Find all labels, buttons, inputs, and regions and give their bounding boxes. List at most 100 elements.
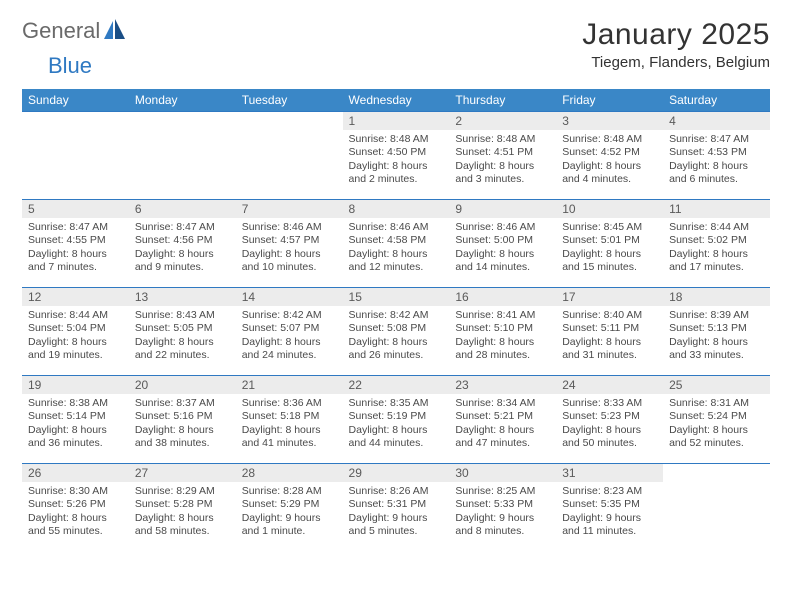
day-number: 27 bbox=[129, 464, 236, 482]
calendar-day-cell: 29Sunrise: 8:26 AMSunset: 5:31 PMDayligh… bbox=[343, 464, 450, 552]
day-daylight: Daylight: 8 hours and 47 minutes. bbox=[455, 424, 550, 451]
calendar-day-cell bbox=[22, 112, 129, 200]
day-sunrise: Sunrise: 8:35 AM bbox=[349, 397, 444, 410]
day-sunrise: Sunrise: 8:44 AM bbox=[669, 221, 764, 234]
day-daylight: Daylight: 8 hours and 28 minutes. bbox=[455, 336, 550, 363]
day-body: Sunrise: 8:44 AMSunset: 5:02 PMDaylight:… bbox=[663, 218, 770, 279]
logo-text-blue: Blue bbox=[48, 53, 92, 78]
day-daylight: Daylight: 8 hours and 58 minutes. bbox=[135, 512, 230, 539]
day-number: 5 bbox=[22, 200, 129, 218]
day-sunset: Sunset: 4:56 PM bbox=[135, 234, 230, 247]
day-body: Sunrise: 8:34 AMSunset: 5:21 PMDaylight:… bbox=[449, 394, 556, 455]
day-daylight: Daylight: 9 hours and 5 minutes. bbox=[349, 512, 444, 539]
day-body: Sunrise: 8:47 AMSunset: 4:55 PMDaylight:… bbox=[22, 218, 129, 279]
month-title: January 2025 bbox=[582, 18, 770, 52]
day-daylight: Daylight: 8 hours and 22 minutes. bbox=[135, 336, 230, 363]
day-sunset: Sunset: 5:04 PM bbox=[28, 322, 123, 335]
day-body: Sunrise: 8:29 AMSunset: 5:28 PMDaylight:… bbox=[129, 482, 236, 543]
day-sunset: Sunset: 5:07 PM bbox=[242, 322, 337, 335]
day-sunrise: Sunrise: 8:48 AM bbox=[455, 133, 550, 146]
calendar-week-row: 26Sunrise: 8:30 AMSunset: 5:26 PMDayligh… bbox=[22, 464, 770, 552]
day-sunset: Sunset: 5:14 PM bbox=[28, 410, 123, 423]
day-sunset: Sunset: 5:10 PM bbox=[455, 322, 550, 335]
day-sunrise: Sunrise: 8:47 AM bbox=[135, 221, 230, 234]
calendar-day-cell: 28Sunrise: 8:28 AMSunset: 5:29 PMDayligh… bbox=[236, 464, 343, 552]
day-sunrise: Sunrise: 8:38 AM bbox=[28, 397, 123, 410]
day-number: 9 bbox=[449, 200, 556, 218]
calendar-header-row: SundayMondayTuesdayWednesdayThursdayFrid… bbox=[22, 89, 770, 112]
day-number: 14 bbox=[236, 288, 343, 306]
calendar-day-cell: 1Sunrise: 8:48 AMSunset: 4:50 PMDaylight… bbox=[343, 112, 450, 200]
calendar-day-cell: 31Sunrise: 8:23 AMSunset: 5:35 PMDayligh… bbox=[556, 464, 663, 552]
calendar-table: SundayMondayTuesdayWednesdayThursdayFrid… bbox=[22, 89, 770, 552]
day-sunrise: Sunrise: 8:33 AM bbox=[562, 397, 657, 410]
day-number: 1 bbox=[343, 112, 450, 130]
calendar-day-cell: 15Sunrise: 8:42 AMSunset: 5:08 PMDayligh… bbox=[343, 288, 450, 376]
day-body: Sunrise: 8:46 AMSunset: 5:00 PMDaylight:… bbox=[449, 218, 556, 279]
day-sunset: Sunset: 5:28 PM bbox=[135, 498, 230, 511]
day-daylight: Daylight: 8 hours and 31 minutes. bbox=[562, 336, 657, 363]
day-body: Sunrise: 8:43 AMSunset: 5:05 PMDaylight:… bbox=[129, 306, 236, 367]
day-number: 10 bbox=[556, 200, 663, 218]
weekday-header: Saturday bbox=[663, 89, 770, 112]
calendar-day-cell: 25Sunrise: 8:31 AMSunset: 5:24 PMDayligh… bbox=[663, 376, 770, 464]
day-body: Sunrise: 8:46 AMSunset: 4:58 PMDaylight:… bbox=[343, 218, 450, 279]
logo-sail-icon bbox=[104, 19, 126, 44]
day-sunrise: Sunrise: 8:48 AM bbox=[562, 133, 657, 146]
weekday-header: Monday bbox=[129, 89, 236, 112]
day-daylight: Daylight: 8 hours and 44 minutes. bbox=[349, 424, 444, 451]
calendar-day-cell: 26Sunrise: 8:30 AMSunset: 5:26 PMDayligh… bbox=[22, 464, 129, 552]
day-sunrise: Sunrise: 8:26 AM bbox=[349, 485, 444, 498]
day-number: 24 bbox=[556, 376, 663, 394]
day-body: Sunrise: 8:45 AMSunset: 5:01 PMDaylight:… bbox=[556, 218, 663, 279]
day-body: Sunrise: 8:41 AMSunset: 5:10 PMDaylight:… bbox=[449, 306, 556, 367]
day-daylight: Daylight: 8 hours and 3 minutes. bbox=[455, 160, 550, 187]
day-sunset: Sunset: 5:19 PM bbox=[349, 410, 444, 423]
day-number: 21 bbox=[236, 376, 343, 394]
day-body: Sunrise: 8:42 AMSunset: 5:08 PMDaylight:… bbox=[343, 306, 450, 367]
calendar-week-row: 1Sunrise: 8:48 AMSunset: 4:50 PMDaylight… bbox=[22, 112, 770, 200]
day-number: 29 bbox=[343, 464, 450, 482]
calendar-day-cell: 13Sunrise: 8:43 AMSunset: 5:05 PMDayligh… bbox=[129, 288, 236, 376]
day-body: Sunrise: 8:23 AMSunset: 5:35 PMDaylight:… bbox=[556, 482, 663, 543]
day-daylight: Daylight: 8 hours and 12 minutes. bbox=[349, 248, 444, 275]
day-daylight: Daylight: 8 hours and 52 minutes. bbox=[669, 424, 764, 451]
day-sunset: Sunset: 5:24 PM bbox=[669, 410, 764, 423]
day-number: 12 bbox=[22, 288, 129, 306]
weekday-header: Sunday bbox=[22, 89, 129, 112]
day-body: Sunrise: 8:44 AMSunset: 5:04 PMDaylight:… bbox=[22, 306, 129, 367]
day-daylight: Daylight: 8 hours and 14 minutes. bbox=[455, 248, 550, 275]
day-sunrise: Sunrise: 8:47 AM bbox=[669, 133, 764, 146]
day-number: 28 bbox=[236, 464, 343, 482]
weekday-header: Tuesday bbox=[236, 89, 343, 112]
day-number: 20 bbox=[129, 376, 236, 394]
day-sunset: Sunset: 5:26 PM bbox=[28, 498, 123, 511]
day-sunset: Sunset: 4:57 PM bbox=[242, 234, 337, 247]
day-daylight: Daylight: 8 hours and 36 minutes. bbox=[28, 424, 123, 451]
day-body: Sunrise: 8:39 AMSunset: 5:13 PMDaylight:… bbox=[663, 306, 770, 367]
day-number: 11 bbox=[663, 200, 770, 218]
day-sunset: Sunset: 4:58 PM bbox=[349, 234, 444, 247]
day-sunrise: Sunrise: 8:37 AM bbox=[135, 397, 230, 410]
day-daylight: Daylight: 8 hours and 2 minutes. bbox=[349, 160, 444, 187]
day-sunset: Sunset: 5:05 PM bbox=[135, 322, 230, 335]
weekday-header: Friday bbox=[556, 89, 663, 112]
day-sunrise: Sunrise: 8:31 AM bbox=[669, 397, 764, 410]
calendar-day-cell: 5Sunrise: 8:47 AMSunset: 4:55 PMDaylight… bbox=[22, 200, 129, 288]
day-number: 15 bbox=[343, 288, 450, 306]
day-daylight: Daylight: 8 hours and 50 minutes. bbox=[562, 424, 657, 451]
day-number: 30 bbox=[449, 464, 556, 482]
day-number: 18 bbox=[663, 288, 770, 306]
day-daylight: Daylight: 8 hours and 7 minutes. bbox=[28, 248, 123, 275]
day-daylight: Daylight: 8 hours and 24 minutes. bbox=[242, 336, 337, 363]
day-sunset: Sunset: 4:55 PM bbox=[28, 234, 123, 247]
calendar-day-cell: 9Sunrise: 8:46 AMSunset: 5:00 PMDaylight… bbox=[449, 200, 556, 288]
day-body: Sunrise: 8:35 AMSunset: 5:19 PMDaylight:… bbox=[343, 394, 450, 455]
calendar-day-cell: 14Sunrise: 8:42 AMSunset: 5:07 PMDayligh… bbox=[236, 288, 343, 376]
day-body: Sunrise: 8:46 AMSunset: 4:57 PMDaylight:… bbox=[236, 218, 343, 279]
day-sunset: Sunset: 5:02 PM bbox=[669, 234, 764, 247]
day-sunrise: Sunrise: 8:47 AM bbox=[28, 221, 123, 234]
day-number: 26 bbox=[22, 464, 129, 482]
day-daylight: Daylight: 8 hours and 41 minutes. bbox=[242, 424, 337, 451]
day-daylight: Daylight: 9 hours and 8 minutes. bbox=[455, 512, 550, 539]
